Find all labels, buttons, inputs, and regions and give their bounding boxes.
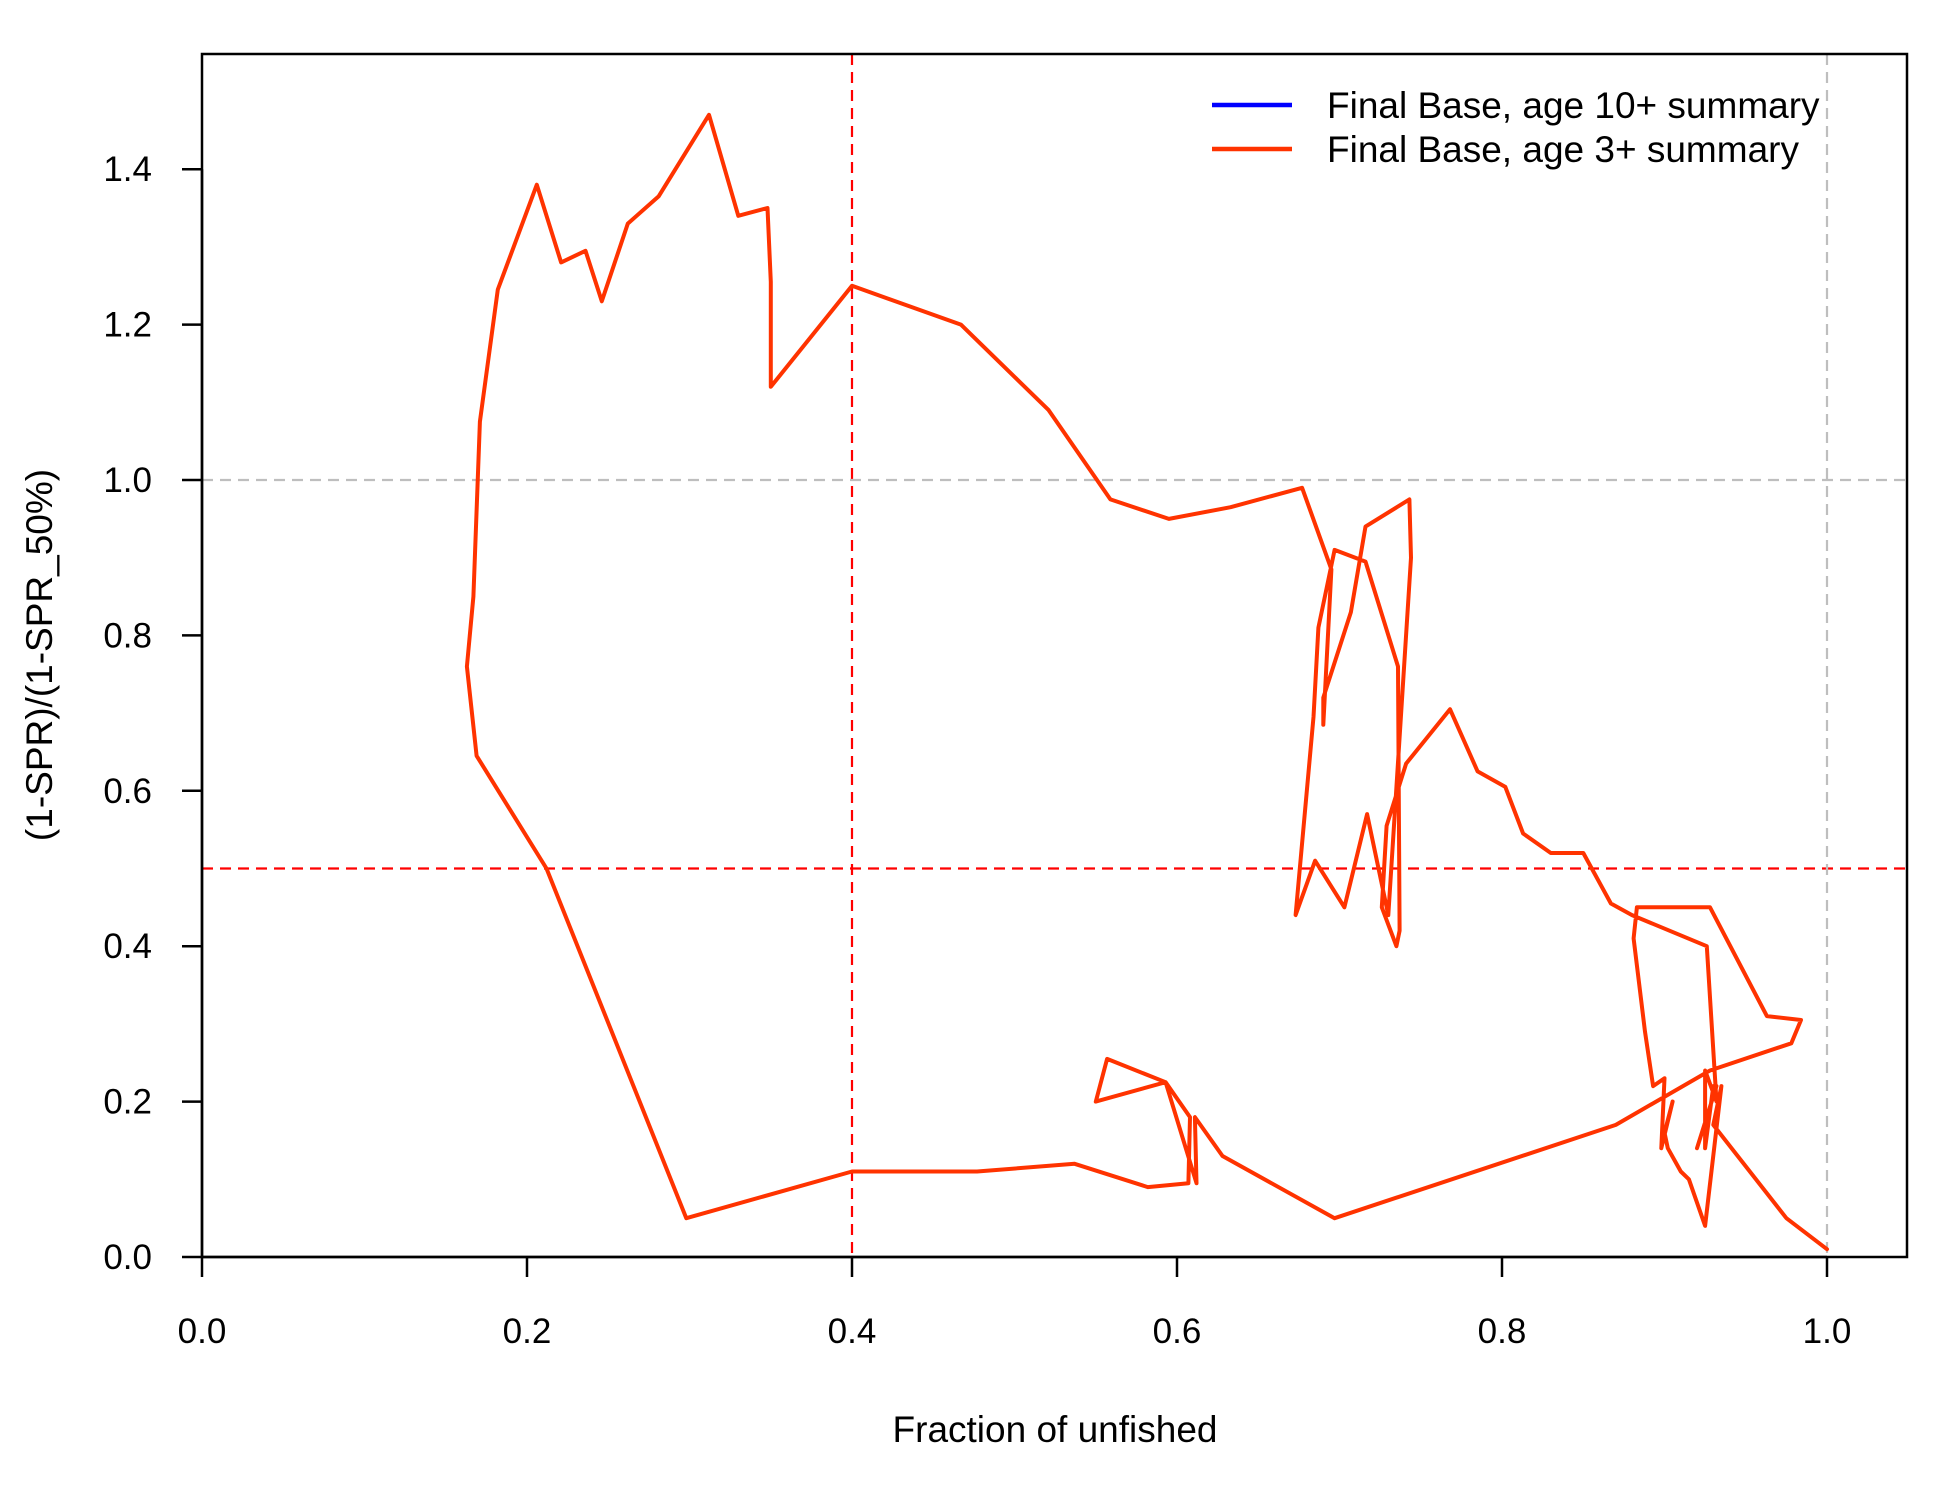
legend-label-0: Final Base, age 10+ summary (1327, 85, 1820, 126)
y-tick-label-4: 0.8 (103, 616, 152, 655)
y-tick-label-5: 1.0 (103, 461, 152, 500)
series-lines (464, 112, 1829, 1252)
y-tick-label-3: 0.6 (103, 772, 152, 811)
x-tick-label-3: 0.6 (1153, 1312, 1202, 1351)
x-tick-label-5: 1.0 (1803, 1312, 1852, 1351)
x-axis: 0.0 0.2 0.4 0.6 0.8 1.0 (178, 1255, 1852, 1351)
legend-label-1: Final Base, age 3+ summary (1327, 129, 1799, 170)
y-tick-label-7: 1.4 (103, 150, 152, 189)
y-axis: 0.0 0.2 0.4 0.6 0.8 1.0 1.2 1.4 (103, 150, 204, 1277)
series-line-1 (464, 112, 1829, 1252)
x-tick-label-0: 0.0 (178, 1312, 227, 1351)
reference-lines (202, 54, 1907, 1257)
x-axis-label: Fraction of unfished (893, 1409, 1218, 1450)
x-tick-label-1: 0.2 (503, 1312, 552, 1351)
y-tick-label-2: 0.4 (103, 927, 152, 966)
y-tick-label-6: 1.2 (103, 306, 152, 345)
x-tick-label-2: 0.4 (828, 1312, 877, 1351)
x-tick-label-4: 0.8 (1478, 1312, 1527, 1351)
y-axis-label: (1-SPR)/(1-SPR_50%) (19, 469, 60, 841)
y-tick-label-1: 0.2 (103, 1083, 152, 1122)
y-tick-label-0: 0.0 (103, 1238, 152, 1277)
